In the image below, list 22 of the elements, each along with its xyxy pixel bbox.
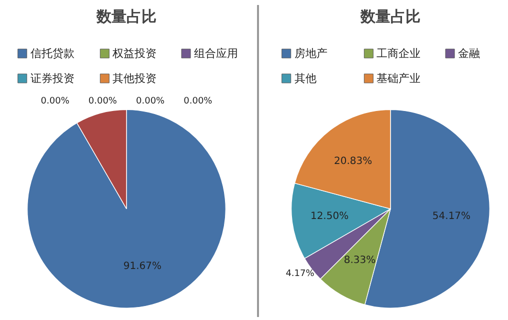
text: 0.00%: [184, 96, 212, 106]
text: 0.00%: [136, 96, 165, 106]
data-label: 54.17%: [432, 211, 471, 222]
text: 0.00%: [88, 96, 117, 106]
chart-title: 数量占比: [360, 8, 420, 26]
legend-label: 权益投资: [112, 47, 157, 60]
legend-label: 组合应用: [194, 47, 238, 60]
legend-label: 基础产业: [376, 72, 421, 85]
legend-label: 工商企业: [376, 47, 421, 60]
legend-label: 房地产: [294, 47, 328, 60]
data-label: 8.33%: [344, 254, 376, 266]
data-label: 91.67%: [123, 260, 162, 272]
legend-label: 其他: [294, 72, 316, 85]
legend-label: 其他投资: [112, 72, 157, 85]
data-label: 20.83%: [334, 156, 372, 168]
chart-title: 数量占比: [96, 8, 156, 26]
legend-label: 证券投资: [30, 72, 74, 85]
legend-label: 信托贷款: [30, 47, 74, 60]
legend-label: 金融: [458, 47, 480, 60]
data-label: 4.17%: [286, 269, 315, 280]
data-label: 12.50%: [310, 211, 349, 222]
text: 0.00%: [40, 96, 70, 106]
